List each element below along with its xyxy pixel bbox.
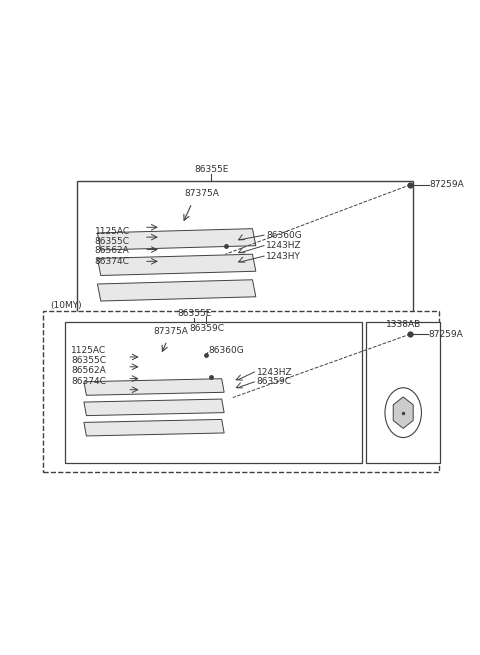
Text: 86359C: 86359C bbox=[189, 324, 224, 333]
FancyBboxPatch shape bbox=[65, 322, 362, 463]
FancyBboxPatch shape bbox=[77, 181, 413, 335]
Polygon shape bbox=[84, 419, 224, 436]
Text: 87375A: 87375A bbox=[184, 189, 219, 198]
Text: 86360G: 86360G bbox=[266, 231, 302, 240]
Text: 86374C: 86374C bbox=[95, 257, 130, 266]
Text: 86562A: 86562A bbox=[95, 246, 129, 255]
Polygon shape bbox=[97, 229, 256, 250]
Text: 86355E: 86355E bbox=[194, 164, 228, 174]
Text: 1243HZ: 1243HZ bbox=[266, 241, 302, 250]
Text: 86359C: 86359C bbox=[257, 377, 292, 386]
Text: 86355E: 86355E bbox=[177, 309, 212, 318]
Text: 1243HY: 1243HY bbox=[266, 252, 301, 261]
Text: 87259A: 87259A bbox=[430, 180, 464, 189]
FancyBboxPatch shape bbox=[43, 311, 439, 472]
Text: 86562A: 86562A bbox=[71, 365, 106, 375]
Polygon shape bbox=[84, 379, 224, 395]
Text: 1338AB: 1338AB bbox=[385, 320, 421, 329]
Polygon shape bbox=[97, 254, 256, 276]
FancyBboxPatch shape bbox=[366, 322, 440, 463]
Text: 86360G: 86360G bbox=[209, 346, 244, 355]
Text: 87259A: 87259A bbox=[429, 329, 463, 339]
Polygon shape bbox=[393, 397, 413, 428]
Text: 1125AC: 1125AC bbox=[95, 227, 130, 236]
Text: 86355C: 86355C bbox=[71, 356, 106, 365]
Text: 86374C: 86374C bbox=[71, 377, 106, 386]
Text: 1243HZ: 1243HZ bbox=[257, 367, 292, 377]
Text: 86355C: 86355C bbox=[95, 236, 130, 246]
Text: 87375A: 87375A bbox=[153, 327, 188, 336]
Text: (10MY): (10MY) bbox=[50, 301, 82, 310]
Polygon shape bbox=[84, 399, 224, 416]
Polygon shape bbox=[97, 280, 256, 301]
Text: 1125AC: 1125AC bbox=[71, 346, 106, 355]
